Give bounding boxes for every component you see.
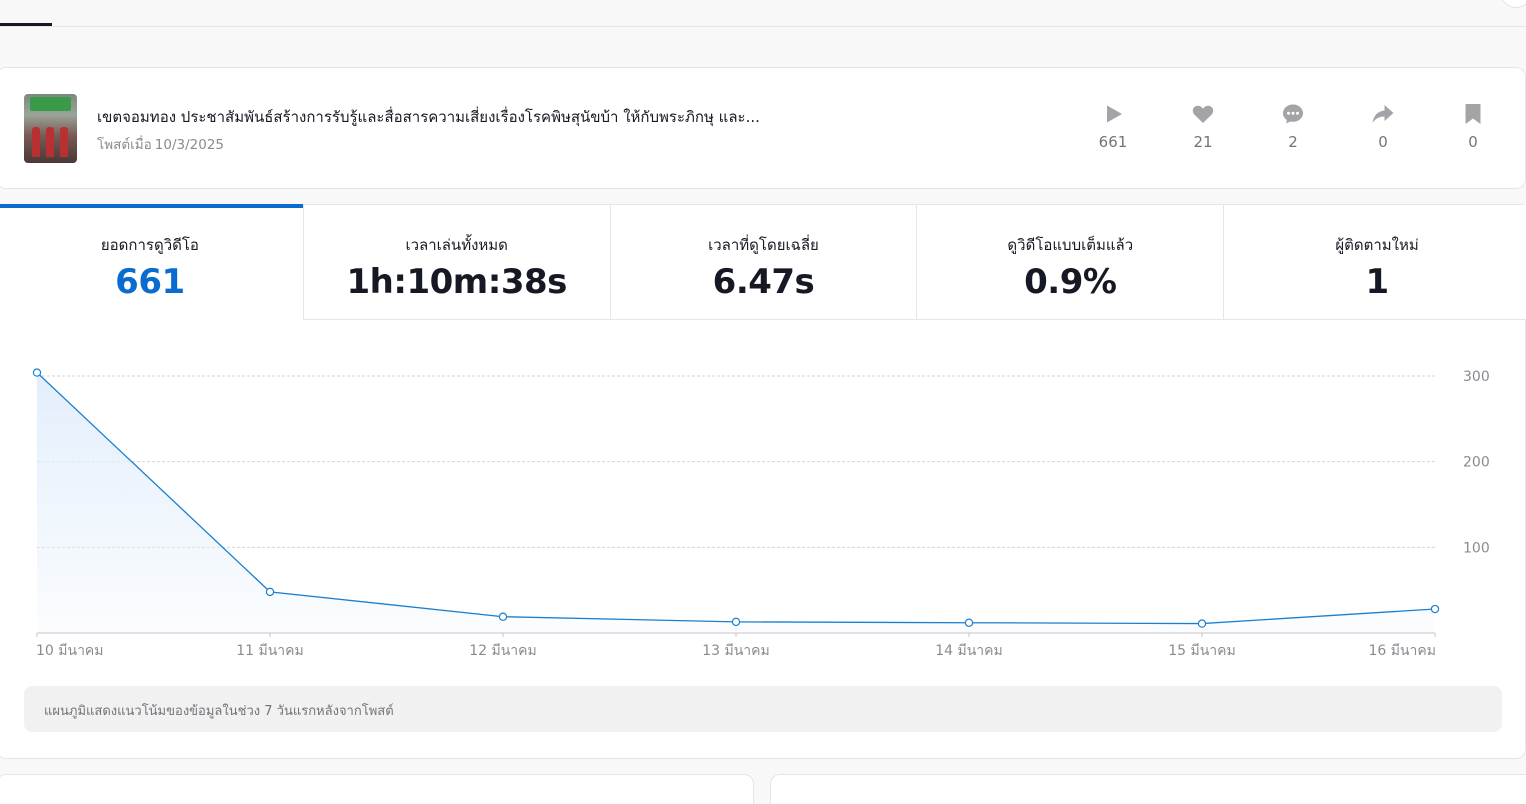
data-point: [265, 587, 275, 597]
likes-stat: 21: [1173, 102, 1233, 151]
x-tick-label: 15 มีนาคม: [1168, 643, 1236, 659]
metric-tab-video-views[interactable]: ยอดการดูวิดีโอ 661: [0, 204, 303, 320]
post-card[interactable]: เขตจอมทอง ประชาสัมพันธ์สร้างการรับรู้และ…: [0, 67, 1526, 189]
y-tick-label: 200: [1463, 455, 1490, 471]
saves-count: 0: [1468, 133, 1478, 151]
y-tick-label: 300: [1463, 369, 1490, 385]
bottom-card-left: [0, 774, 754, 804]
metric-tab-full-video-watched[interactable]: ดูวิดีโอแบบเต็มแล้ว 0.9%: [916, 205, 1224, 320]
x-tick-label: 11 มีนาคม: [236, 643, 304, 659]
metric-value: 1h:10m:38s: [346, 262, 568, 302]
metric-label: ดูวิดีโอแบบเต็มแล้ว: [1007, 236, 1134, 254]
metric-value: 1: [1365, 262, 1390, 302]
x-tick-label: 16 มีนาคม: [1368, 643, 1436, 659]
x-tick-label: 13 มีนาคม: [702, 643, 770, 659]
plays-stat: 661: [1083, 102, 1143, 151]
chart-note: แผนภูมิแสดงแนวโน้มของข้อมูลในช่วง 7 วันแ…: [24, 686, 1502, 732]
series-area: [37, 372, 1435, 633]
chart-panel: 100 200 300 10 มีนาคม 11 มีนาคม 12 มีนาคม 13 ม…: [0, 320, 1526, 759]
metric-value: 0.9%: [1024, 262, 1117, 302]
play-icon: [1107, 105, 1122, 123]
heart-icon: [1192, 105, 1214, 123]
saves-stat: 0: [1443, 102, 1503, 151]
data-point: [1197, 619, 1207, 628]
post-date: โพสต์เมื่อ 10/3/2025: [97, 133, 224, 155]
metric-tab-average-watch-time[interactable]: เวลาที่ดูโดยเฉลี่ย 6.47s: [609, 205, 917, 320]
share-icon: [1372, 105, 1394, 123]
metric-label: ยอดการดูวิดีโอ: [100, 236, 199, 254]
views-trend-chart: 100 200 300 10 มีนาคม 11 มีนาคม 12 มีนาคม 13 ม…: [32, 368, 1490, 659]
y-tick-label: 100: [1463, 540, 1490, 556]
x-tick-label: 12 มีนาคม: [469, 643, 537, 659]
metrics-tabs: ยอดการดูวิดีโอ 661 เวลาเล่นทั้งหมด 1h:10…: [0, 204, 1526, 321]
data-point: [498, 612, 508, 621]
bookmark-icon: [1465, 104, 1481, 124]
metric-label: ผู้ติดตามใหม่: [1335, 236, 1419, 254]
comment-icon: [1283, 104, 1303, 124]
data-point: [731, 617, 741, 627]
active-tab-indicator: [0, 23, 52, 26]
plays-count: 661: [1098, 133, 1128, 151]
post-date-label: โพสต์เมื่อ: [97, 137, 152, 153]
bottom-card-right: [770, 774, 1526, 804]
metric-value: 661: [115, 262, 185, 302]
post-date-value: 10/3/2025: [154, 137, 225, 153]
post-thumbnail[interactable]: [24, 94, 77, 163]
top-tab-bar: [0, 0, 1526, 27]
x-tick-label: 10 มีนาคม: [36, 643, 104, 659]
data-point: [32, 368, 42, 377]
data-point: [1430, 604, 1440, 614]
metric-tab-new-followers[interactable]: ผู้ติดตามใหม่ 1: [1223, 205, 1526, 320]
shares-count: 0: [1378, 133, 1388, 151]
post-title: เขตจอมทอง ประชาสัมพันธ์สร้างการรับรู้และ…: [97, 108, 760, 126]
metric-tab-total-play-time[interactable]: เวลาเล่นทั้งหมด 1h:10m:38s: [302, 205, 610, 320]
data-point: [964, 618, 974, 627]
metric-label: เวลาที่ดูโดยเฉลี่ย: [708, 236, 819, 254]
shares-stat: 0: [1353, 102, 1413, 151]
metric-label: เวลาเล่นทั้งหมด: [405, 236, 508, 254]
x-tick-label: 14 มีนาคม: [935, 643, 1003, 659]
comments-count: 2: [1288, 133, 1298, 151]
comments-stat: 2: [1263, 102, 1323, 151]
metric-value: 6.47s: [712, 262, 815, 302]
likes-count: 21: [1193, 133, 1213, 151]
